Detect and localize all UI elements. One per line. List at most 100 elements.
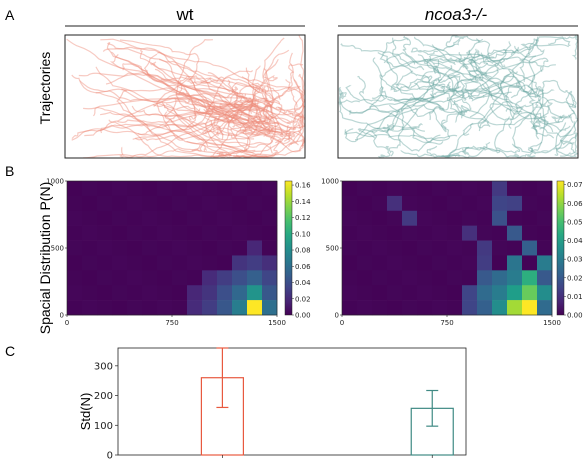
heatmap-cell (112, 225, 128, 241)
trajectory-path (153, 86, 239, 107)
heatmap-cell (492, 240, 508, 256)
heatmap-cell (537, 300, 553, 316)
trajectory-path (154, 68, 304, 147)
trajectory-path (508, 69, 565, 125)
trajectory-path (394, 58, 505, 102)
heatmap-cell (187, 255, 203, 271)
heatmap-cell (112, 300, 128, 316)
heatmap-cell (537, 285, 553, 301)
trajectory-path (433, 62, 479, 100)
trajectory-path (100, 124, 273, 154)
heatmap-cell (432, 195, 448, 212)
heatmap-cell (507, 210, 523, 226)
heatmap-cell (247, 255, 263, 271)
trajectory-path (379, 54, 494, 92)
bar-y-tick-label: 300 (94, 361, 113, 372)
colorbar-tick-label: 0.06 (295, 263, 311, 271)
trajectory-path (532, 87, 553, 133)
trajectory-path (111, 51, 269, 124)
heatmap-cell (127, 181, 143, 197)
trajectory-path (428, 58, 465, 97)
colorbar-tick-label: 0.00 (567, 312, 583, 320)
heatmap-cell (342, 285, 358, 301)
trajectory-path (100, 111, 224, 140)
heatmap-cell (67, 300, 83, 316)
heatmap-cell (507, 225, 523, 241)
bar-y-axis-label: Std(N) (78, 393, 93, 431)
heatmap-cell (97, 300, 113, 316)
heatmap-cell (357, 195, 373, 212)
heatmap-cell (67, 285, 83, 301)
row-label-spatial: Spacial Distribution P(N) (37, 182, 53, 335)
heatmap-cell (97, 225, 113, 241)
trajectory-path (164, 121, 254, 154)
heatmap-cell (387, 181, 403, 197)
trajectory-path (410, 39, 461, 56)
trajectory-path (400, 141, 491, 158)
heatmap-cell (82, 240, 98, 256)
heatmap-cell (537, 225, 553, 241)
heatmap-cell (172, 181, 188, 197)
trajectory-path (357, 75, 441, 143)
colorbar-tick-label: 0.12 (295, 214, 311, 222)
trajectory-path (400, 77, 443, 131)
heatmap-cell (142, 181, 158, 197)
heatmap-cell (112, 210, 128, 226)
trajectory-path (340, 57, 384, 114)
trajectory-path (105, 72, 252, 110)
trajectory-path (259, 73, 305, 123)
trajectory-path (66, 38, 296, 136)
heatmap-cell (522, 270, 538, 286)
heatmap-cell (187, 300, 203, 316)
heatmap-cell (477, 285, 493, 301)
heatmap-cell (537, 195, 553, 212)
heatmap-cell (507, 255, 523, 271)
heatmap-cell (402, 181, 418, 197)
trajectory-path (143, 53, 267, 126)
trajectory-path (216, 152, 268, 158)
heatmap-cell (402, 285, 418, 301)
heatmap-cell (342, 255, 358, 271)
heatmap-cell (202, 195, 218, 212)
trajectory-path (102, 46, 281, 105)
heatmap-cell (232, 270, 248, 286)
heatmap-cell (247, 270, 263, 286)
trajectory-path (338, 86, 347, 105)
heatmap-cell (112, 270, 128, 286)
colorbar-tick-label: 0.03 (567, 256, 583, 264)
trajectory-path (109, 53, 302, 120)
heatmap-cell (477, 181, 493, 197)
trajectory-path (150, 61, 254, 115)
trajectory-path (233, 84, 262, 115)
trajectory-path (132, 70, 253, 140)
heatmap-cell (142, 285, 158, 301)
trajectory-path (200, 76, 305, 111)
trajectory-path (466, 49, 490, 118)
heatmap-cell (537, 240, 553, 256)
trajectory-path (210, 133, 256, 158)
heatmap-cell (387, 240, 403, 256)
trajectory-path (494, 114, 531, 154)
heatmap-cell (357, 270, 373, 286)
heatmap-cell (187, 285, 203, 301)
heatmap-cell (112, 255, 128, 271)
heatmap-cell (127, 240, 143, 256)
trajectory-path (152, 103, 292, 141)
heatmap-cell (187, 225, 203, 241)
heatmap-cell (402, 270, 418, 286)
bar-axes-frame (117, 347, 467, 456)
trajectory-path (498, 75, 555, 98)
heatmap-cell (217, 270, 233, 286)
title-mutant: ncoa3-/- (425, 5, 488, 24)
trajectory-path (344, 128, 458, 152)
trajectory-path (203, 108, 304, 153)
heatmap-cell (432, 285, 448, 301)
heatmap-cell (127, 255, 143, 271)
heatmap-cell (447, 210, 463, 226)
x-tick-label: 1500 (268, 319, 286, 327)
heatmap-cell (522, 225, 538, 241)
colorbar-tick-label: 0.00 (295, 312, 311, 320)
trajectory-path (156, 77, 211, 141)
heatmap-cell (522, 300, 538, 316)
trajectory-path (121, 88, 197, 121)
